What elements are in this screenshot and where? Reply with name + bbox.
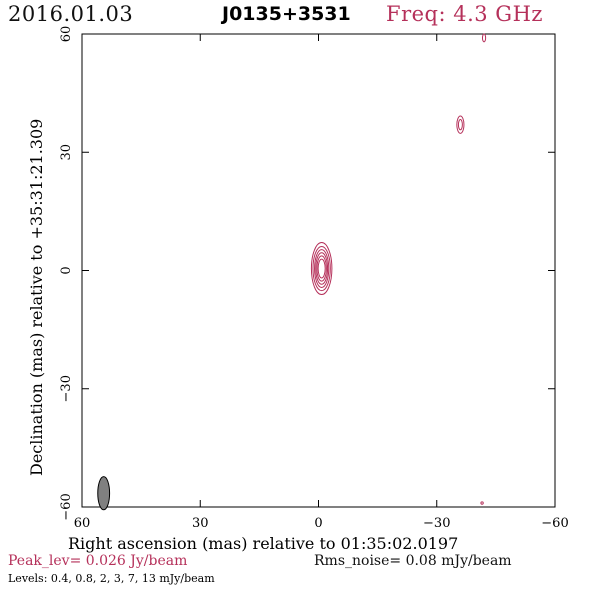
x-tick-label: 60 [74,516,91,531]
contour-core [312,245,331,292]
peak-level: Peak_lev= 0.026 Jy/beam [8,553,188,569]
x-tick-label: −60 [541,516,568,531]
contour-component-3 [480,501,484,505]
beam-ellipse [97,476,111,511]
contour-component-1 [457,119,463,131]
frequency-label: Freq: 4.3 GHz [386,2,543,26]
x-tick-label: 0 [314,516,322,531]
y-tick-label: 0 [59,266,74,274]
y-axis-label: Declination (mas) relative to +35:31:21.… [27,119,46,476]
contour-core [317,258,326,279]
x-tick-label: −30 [423,516,450,531]
beam-shape [97,476,111,511]
rms-noise: Rms_noise= 0.08 mJy/beam [314,553,512,569]
x-tick-label: 30 [192,516,209,531]
x-axis-label: Right ascension (mas) relative to 01:35:… [68,534,458,553]
contours [310,33,487,505]
contour-component-2 [481,33,487,43]
y-axis-ticks: −60 −30 0 30 60 [59,26,555,521]
y-tick-label: 60 [59,26,74,43]
contour-core [315,252,329,285]
observation-date: 2016.01.03 [8,2,134,26]
contour-component-1 [456,115,465,134]
y-tick-label: 30 [59,144,74,161]
y-tick-label: −30 [59,375,74,402]
y-tick-label: −60 [59,493,74,520]
x-axis-ticks: 60 30 0 −30 −60 [74,34,569,531]
contour-core [316,255,327,282]
contour-core [314,249,330,288]
source-name: J0135+3531 [222,3,351,25]
contour-levels: Levels: 0.4, 0.8, 2, 3, 7, 13 mJy/beam [8,572,215,585]
contour-core [310,242,333,296]
